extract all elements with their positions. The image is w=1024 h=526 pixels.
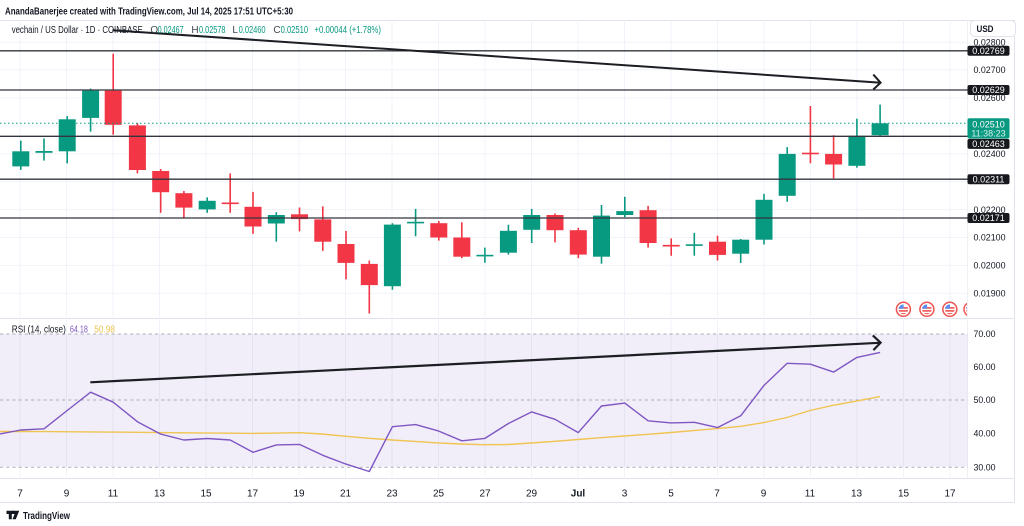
svg-text:vechain / US Dollar · 1D · COI: vechain / US Dollar · 1D · COINBASE — [12, 25, 143, 36]
svg-text:7: 7 — [714, 489, 720, 500]
svg-text:13: 13 — [851, 489, 863, 500]
svg-text:9: 9 — [64, 489, 70, 500]
svg-text:40.00: 40.00 — [974, 429, 996, 440]
svg-text:AnandaBanerjee created with Tr: AnandaBanerjee created with TradingView.… — [5, 7, 293, 18]
svg-text:USD: USD — [977, 24, 994, 35]
svg-text:0.02311: 0.02311 — [973, 174, 1005, 184]
svg-text:17: 17 — [247, 489, 259, 500]
svg-text:23: 23 — [386, 489, 398, 500]
svg-text:L: L — [232, 25, 238, 36]
svg-text:11:38:23: 11:38:23 — [971, 128, 1005, 138]
svg-text:0.02578: 0.02578 — [199, 25, 226, 36]
svg-text:0.02510: 0.02510 — [281, 25, 309, 36]
svg-text:11: 11 — [108, 489, 119, 500]
svg-text:60.00: 60.00 — [974, 362, 996, 373]
svg-text:9: 9 — [761, 489, 767, 500]
svg-text:27: 27 — [479, 489, 491, 500]
svg-text:0.02700: 0.02700 — [974, 65, 1006, 76]
svg-text:0.01900: 0.01900 — [974, 289, 1006, 300]
svg-text:+0.00044 (+1.78%): +0.00044 (+1.78%) — [315, 25, 381, 36]
svg-text:O: O — [150, 25, 158, 36]
svg-text:TradingView: TradingView — [23, 510, 71, 522]
svg-text:0.02510: 0.02510 — [972, 119, 1005, 129]
svg-text:21: 21 — [340, 489, 352, 500]
svg-text:17: 17 — [944, 489, 956, 500]
svg-text:0.02000: 0.02000 — [974, 261, 1006, 272]
svg-text:0.02171: 0.02171 — [972, 213, 1005, 223]
svg-text:0.02460: 0.02460 — [239, 25, 266, 36]
svg-text:11: 11 — [805, 489, 816, 500]
svg-text:0.02200: 0.02200 — [974, 205, 1006, 216]
svg-text:64.18: 64.18 — [70, 324, 88, 335]
svg-text:70.00: 70.00 — [974, 329, 996, 340]
svg-text:13: 13 — [154, 489, 166, 500]
svg-text:0.02463: 0.02463 — [972, 139, 1005, 149]
svg-text:0.02400: 0.02400 — [974, 149, 1006, 160]
svg-text:7: 7 — [17, 489, 23, 500]
svg-text:0.02769: 0.02769 — [972, 46, 1005, 56]
svg-text:Jul: Jul — [571, 489, 586, 500]
svg-text:30.00: 30.00 — [974, 463, 996, 474]
svg-text:0.02467: 0.02467 — [158, 25, 184, 36]
svg-text:C: C — [273, 25, 280, 36]
svg-text:19: 19 — [293, 489, 305, 500]
svg-text:25: 25 — [433, 489, 445, 500]
svg-text:5: 5 — [668, 489, 674, 500]
svg-text:15: 15 — [200, 489, 212, 500]
svg-text:RSI (14, close): RSI (14, close) — [12, 324, 66, 335]
svg-text:29: 29 — [526, 489, 538, 500]
svg-text:0.02600: 0.02600 — [974, 93, 1006, 104]
svg-text:15: 15 — [898, 489, 910, 500]
svg-text:3: 3 — [622, 489, 628, 500]
svg-text:0.02100: 0.02100 — [974, 233, 1006, 244]
svg-text:50.00: 50.00 — [974, 395, 996, 406]
svg-text:0.02629: 0.02629 — [972, 85, 1005, 95]
svg-text:H: H — [191, 25, 198, 36]
svg-text:50.98: 50.98 — [94, 324, 115, 335]
svg-text:0.02800: 0.02800 — [974, 37, 1006, 48]
